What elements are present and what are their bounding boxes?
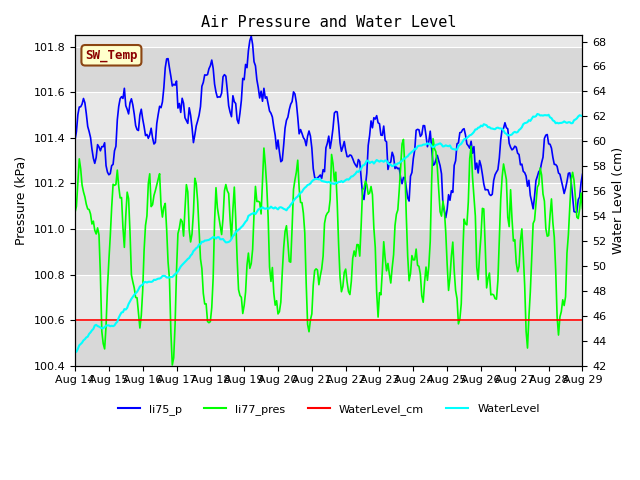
Bar — [75, 229, 582, 275]
Bar — [75, 183, 582, 229]
Y-axis label: Pressure (kPa): Pressure (kPa) — [15, 156, 28, 245]
Y-axis label: Water Level (cm): Water Level (cm) — [612, 147, 625, 254]
Title: Air Pressure and Water Level: Air Pressure and Water Level — [201, 15, 456, 30]
Bar — [75, 275, 582, 320]
Bar — [75, 320, 582, 366]
Bar — [75, 92, 582, 138]
Text: SW_Temp: SW_Temp — [85, 49, 138, 62]
Bar — [75, 47, 582, 92]
Bar — [75, 138, 582, 183]
Legend: li75_p, li77_pres, WaterLevel_cm, WaterLevel: li75_p, li77_pres, WaterLevel_cm, WaterL… — [113, 400, 544, 420]
